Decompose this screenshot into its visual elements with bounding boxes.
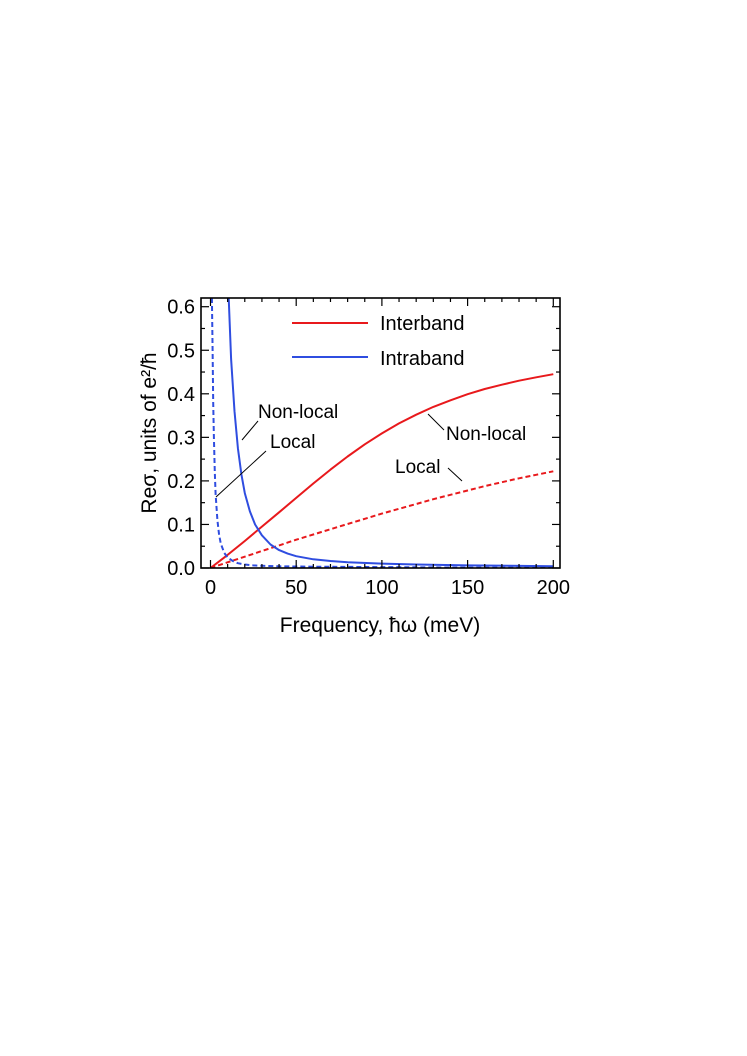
y-axis-ticks: 0.0 0.1 0.2 0.3 0.4 0.5 0.6 <box>167 297 560 580</box>
annotation-intraband-nonlocal: Non-local <box>258 402 338 423</box>
x-tick-label: 0 <box>205 577 216 599</box>
annotation-intraband-local: Local <box>270 432 315 453</box>
series-line-intraband-non-local <box>227 298 554 568</box>
y-tick-label: 0.1 <box>167 514 195 536</box>
series-line-interband-non-local <box>209 373 554 568</box>
series-layer <box>209 298 554 568</box>
x-tick-label: 200 <box>537 577 570 599</box>
plot-frame <box>200 297 561 569</box>
y-tick-label: 0.5 <box>167 340 195 362</box>
legend-label-interband: Interband <box>380 313 465 335</box>
x-tick-label: 150 <box>451 577 484 599</box>
annotation-interband-nonlocal: Non-local <box>446 424 526 445</box>
annotation-intraband-local-leader <box>215 450 267 498</box>
annotation-interband-local-leader <box>447 467 463 482</box>
series-line-intraband-local <box>210 298 554 568</box>
legend: Interband Intraband <box>292 313 465 370</box>
annotation-interband-nonlocal-leader <box>427 413 445 431</box>
series-line-interband-local <box>210 470 554 568</box>
annotation-intraband-nonlocal-leader <box>241 420 259 441</box>
annotation-interband-local: Local <box>395 457 440 478</box>
y-tick-label: 0.6 <box>167 297 195 319</box>
y-tick-label: 0.2 <box>167 471 195 493</box>
annotations: Non-local Local Non-local Local <box>215 402 526 498</box>
y-tick-label: 0.3 <box>167 427 195 449</box>
y-tick-label: 0.0 <box>167 558 195 580</box>
x-axis-ticks: 0 50 100 150 200 <box>205 298 570 599</box>
x-tick-label: 100 <box>365 577 398 599</box>
legend-label-intraband: Intraband <box>380 348 465 370</box>
y-axis-label: Reσ, units of e²/ħ <box>138 352 161 513</box>
x-tick-label: 50 <box>285 577 307 599</box>
x-axis-label: Frequency, ħω (meV) <box>280 614 480 637</box>
y-tick-label: 0.4 <box>167 384 195 406</box>
